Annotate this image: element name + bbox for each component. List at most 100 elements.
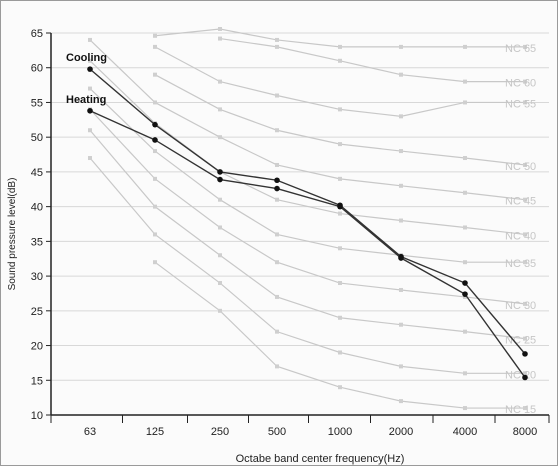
nc-curve-marker (275, 37, 279, 42)
nc-curve-marker (275, 260, 279, 265)
nc-curve-marker (338, 315, 342, 320)
nc-curve-marker (463, 371, 467, 376)
nc-curve-marker (153, 176, 157, 181)
nc-curve-marker (153, 260, 157, 265)
nc-curve-marker (523, 406, 527, 411)
data-point-heating (274, 185, 280, 192)
data-point-cooling (217, 169, 223, 175)
nc-curve-marker (218, 107, 222, 112)
y-tick-label: 55 (31, 97, 43, 109)
nc-curve-marker (153, 72, 157, 77)
data-point-heating (217, 176, 223, 183)
y-tick-label: 40 (31, 202, 43, 214)
nc-curve-marker (218, 197, 222, 202)
nc-reference-curve (154, 74, 526, 166)
data-point-heating (152, 137, 158, 143)
nc-curve-marker (153, 232, 157, 237)
nc-curve-marker (218, 225, 222, 230)
nc-curve-label: NC 35 (505, 258, 536, 270)
nc-curve-marker (88, 128, 92, 133)
nc-curve-marker (275, 44, 279, 49)
series-line-heating (89, 110, 526, 378)
nc-curve-marker (275, 329, 279, 334)
nc-curve-marker (275, 162, 279, 167)
nc-curve-label: NC 30 (505, 300, 536, 312)
nc-curve-marker (338, 44, 342, 49)
nc-curve-marker (463, 190, 467, 195)
nc-curve-marker (88, 37, 92, 42)
nc-curve-label: NC 15 (505, 404, 536, 416)
nc-reference-curve (89, 129, 526, 340)
y-tick-label: 10 (31, 410, 43, 422)
nc-curve-marker (153, 204, 157, 209)
y-tick-label: 65 (31, 28, 43, 40)
nc-curve-marker (218, 253, 222, 258)
data-point-heating (522, 374, 528, 381)
nc-curve-marker (523, 371, 527, 376)
nc-curve-marker (275, 93, 279, 98)
y-tick-label: 15 (31, 375, 43, 387)
y-tick-label: 45 (31, 167, 43, 179)
data-point-cooling (87, 66, 93, 72)
nc-reference-curve (89, 88, 525, 263)
nc-curve-marker (218, 308, 222, 313)
nc-curve-marker (463, 225, 467, 230)
nc-curve-marker (88, 58, 92, 63)
nc-curve-marker (523, 162, 527, 167)
nc-curve-marker (218, 27, 222, 31)
y-tick-label: 50 (31, 132, 43, 144)
y-tick-label: 25 (31, 306, 43, 318)
nc-curve-marker (523, 44, 527, 49)
data-point-heating (398, 255, 404, 261)
nc-curve-marker (338, 176, 342, 181)
series-label-cooling: Cooling (66, 52, 107, 64)
nc-reference-curve (154, 28, 525, 48)
nc-curve-marker (399, 322, 403, 327)
nc-curve-marker (88, 86, 92, 91)
nc-curve-marker (338, 107, 342, 112)
nc-curve-marker (338, 385, 342, 390)
data-point-heating (462, 291, 468, 297)
nc-curve-marker (463, 156, 467, 161)
nc-curve-marker (338, 58, 342, 63)
nc-curve-marker (463, 329, 467, 334)
nc-curve-marker (153, 33, 157, 38)
nc-reference-curve (89, 39, 526, 201)
nc-curve-marker (523, 100, 527, 105)
nc-curve-marker (399, 218, 403, 223)
nc-curve-marker (399, 72, 403, 77)
nc-curve-marker (523, 79, 527, 84)
nc-curve-marker (523, 336, 527, 341)
x-axis-title: Octabe band center frequency(Hz) (236, 453, 405, 465)
nc-curve-marker (275, 197, 279, 202)
x-tick-label: 8000 (513, 426, 537, 438)
nc-curve-label: NC 60 (505, 78, 536, 90)
nc-curve-label: NC 45 (505, 196, 536, 208)
nc-reference-curve (219, 37, 525, 83)
nc-curve-marker (218, 135, 222, 140)
nc-curve-label: NC 40 (505, 230, 536, 242)
nc-reference-curve (89, 108, 526, 305)
nc-curve-marker (338, 350, 342, 355)
nc-curve-marker (88, 156, 92, 161)
nc-curve-marker (153, 44, 157, 49)
nc-curve-marker (399, 149, 403, 154)
nc-curve-marker (218, 281, 222, 286)
nc-curve-label: NC 20 (505, 369, 536, 381)
data-point-heating (337, 203, 343, 210)
data-point-cooling (522, 351, 528, 357)
data-point-cooling (462, 280, 468, 286)
nc-curve-label: NC 25 (505, 335, 536, 347)
x-tick-label: 250 (211, 426, 229, 438)
data-point-cooling (152, 121, 158, 128)
series-line-cooling (89, 68, 526, 355)
nc-curve-marker (399, 44, 403, 49)
nc-curve-marker (275, 294, 279, 299)
nc-curve-marker (523, 197, 527, 202)
nc-reference-curve (89, 60, 526, 236)
nc-curve-marker (218, 79, 222, 84)
x-tick-label: 500 (268, 426, 286, 438)
nc-curve-marker (399, 183, 403, 188)
